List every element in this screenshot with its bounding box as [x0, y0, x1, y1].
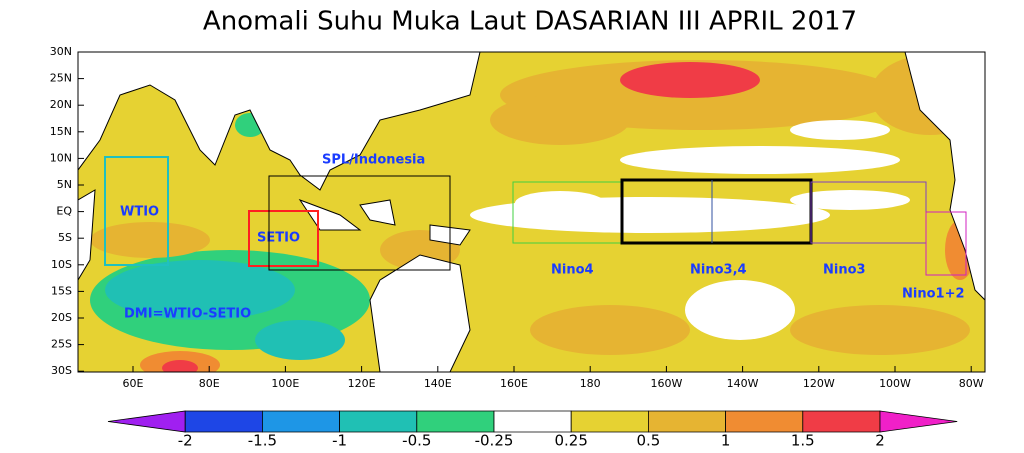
region-box [104, 156, 169, 266]
colorbar-tick-label: -1 [332, 432, 347, 450]
colorbar-segment [416, 410, 495, 433]
lat-label: 15N [50, 125, 72, 138]
lat-label: 20S [51, 311, 72, 324]
lon-label: 160E [500, 377, 528, 390]
colorbar-segment [648, 410, 726, 433]
region-label: Nino1+2 [902, 287, 965, 302]
lon-label: 180 [580, 377, 601, 390]
lon-label: 140W [727, 377, 759, 390]
lon-label: 80E [199, 377, 220, 390]
colorbar-segment [725, 410, 804, 433]
region-label: Nino3,4 [690, 263, 747, 278]
region-label: SPL/Indonesia [322, 153, 425, 168]
region-label: DMI=WTIO-SETIO [124, 307, 251, 322]
lat-label: 25N [50, 72, 72, 85]
colorbar-tick-label: -1.5 [248, 432, 277, 450]
lat-label: 30S [51, 364, 72, 377]
region-label: Nino3 [823, 263, 866, 278]
colorbar-segment [262, 410, 340, 433]
lon-label: 160W [650, 377, 682, 390]
colorbar-tick-label: 1.5 [791, 432, 815, 450]
colorbar-tick-label: -0.25 [475, 432, 514, 450]
lat-label: 10S [51, 258, 72, 271]
lon-label: 60E [123, 377, 144, 390]
title: Anomali Suhu Muka Laut DASARIAN III APRI… [203, 7, 857, 37]
lon-label: 100E [271, 377, 299, 390]
region-box [248, 210, 319, 267]
lat-label: 30N [50, 45, 72, 58]
colorbar-tick-label: 0.5 [636, 432, 660, 450]
lat-label: 25S [51, 338, 72, 351]
colorbar-segment [184, 410, 263, 433]
colorbar-segment [107, 410, 186, 433]
region-label: WTIO [120, 205, 159, 220]
colorbar-tick-label: 1 [721, 432, 731, 450]
colorbar-tick-label: -0.5 [402, 432, 431, 450]
colorbar-segment [339, 410, 418, 433]
colorbar-tick-label: 2 [875, 432, 885, 450]
colorbar-segment [493, 410, 572, 433]
colorbar-segment [570, 410, 649, 433]
lon-label: 80W [959, 377, 984, 390]
region-box [268, 175, 451, 271]
region-label: Nino4 [551, 263, 594, 278]
sst-field [78, 52, 985, 372]
lon-label: 100W [879, 377, 911, 390]
lat-label: 15S [51, 284, 72, 297]
region-label: SETIO [257, 231, 300, 246]
lat-label: 5S [58, 231, 72, 244]
lat-label: 20N [50, 98, 72, 111]
colorbar-tick-label: -2 [178, 432, 193, 450]
lat-label: 10N [50, 151, 72, 164]
lat-label: 5N [57, 178, 72, 191]
colorbar-segment [879, 410, 958, 433]
lon-label: 120W [803, 377, 835, 390]
region-box [925, 211, 967, 276]
lat-label: EQ [56, 205, 72, 218]
colorbar-segment [802, 410, 881, 433]
lon-label: 120E [348, 377, 376, 390]
colorbar-tick-label: 0.25 [554, 432, 587, 450]
lon-label: 140E [424, 377, 452, 390]
